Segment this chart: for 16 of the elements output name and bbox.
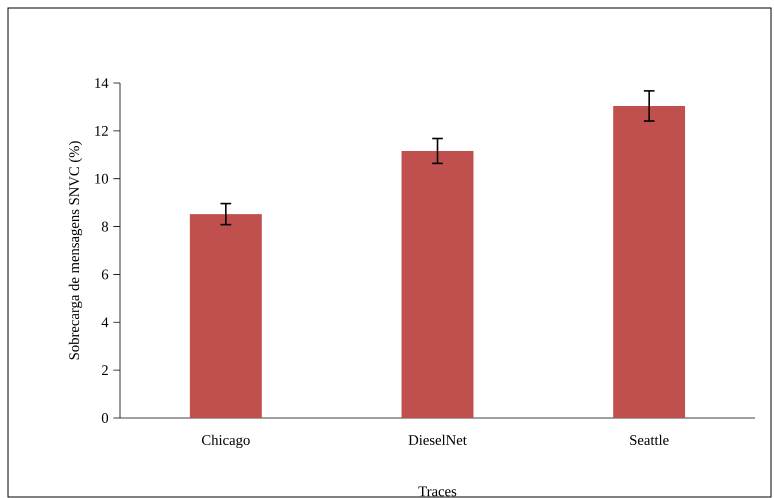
y-tick-label: 6 — [102, 270, 108, 280]
x-tick-label: DieselNet — [408, 434, 467, 446]
x-axis-title: Traces — [418, 486, 456, 496]
y-tick-label: 2 — [102, 365, 108, 375]
y-tick-label: 8 — [102, 222, 108, 232]
bar — [190, 214, 262, 418]
y-tick-label: 14 — [95, 78, 108, 88]
y-tick-label: 12 — [95, 126, 108, 136]
x-tick-label: Chicago — [202, 434, 250, 448]
x-tick-label: Seattle — [630, 434, 669, 446]
y-tick-label: 4 — [102, 317, 108, 328]
bar — [613, 106, 686, 418]
y-axis-title: Sobrecarga de mensagens SNVC (%) — [68, 141, 82, 360]
y-tick-label: 0 — [102, 413, 108, 423]
bar — [402, 150, 474, 418]
y-tick-label: 10 — [95, 174, 108, 184]
